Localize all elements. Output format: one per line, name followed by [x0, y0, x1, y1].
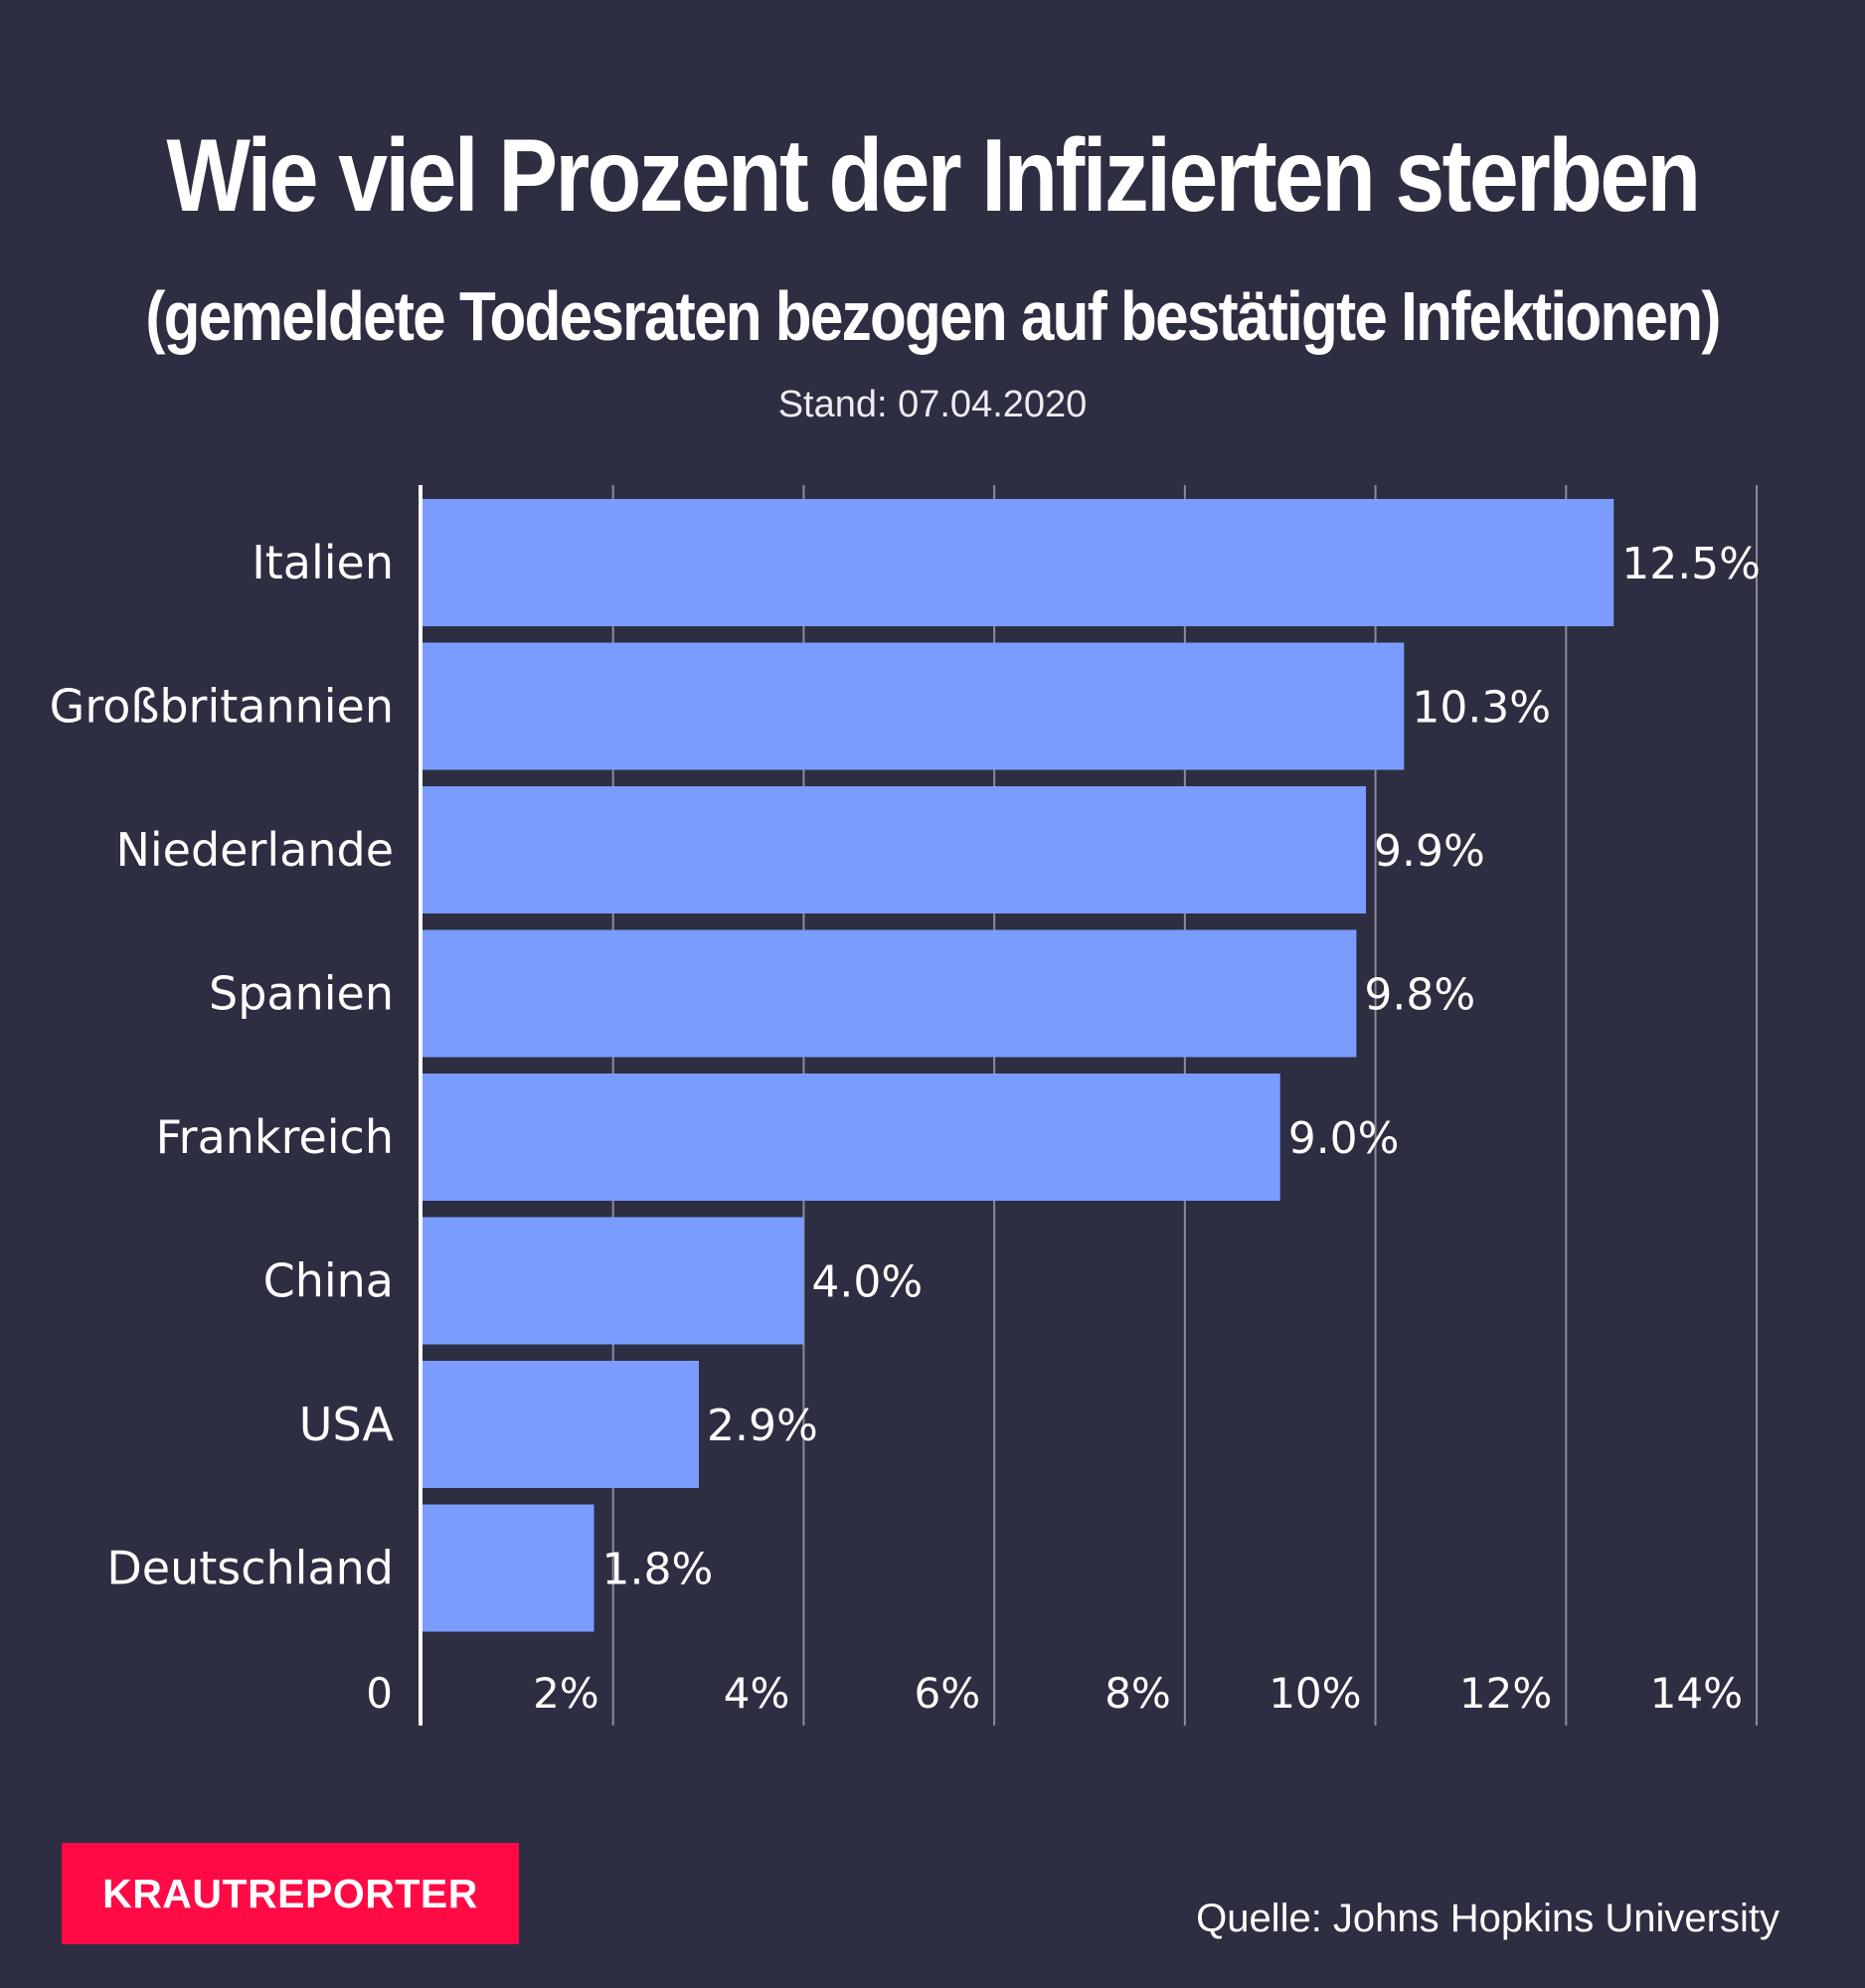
- bars: [423, 499, 1614, 1632]
- x-tick-label: 6%: [915, 1669, 981, 1718]
- value-label: 9.8%: [1364, 970, 1475, 1021]
- category-label: Deutschland: [106, 1542, 394, 1595]
- category-label: Niederlande: [115, 823, 394, 877]
- category-label: Frankreich: [156, 1110, 394, 1164]
- bar: [423, 1504, 594, 1632]
- bar: [423, 786, 1366, 913]
- value-label: 12.5%: [1621, 539, 1761, 589]
- bar: [423, 642, 1405, 770]
- value-label: 9.9%: [1374, 826, 1485, 877]
- date-line: Stand: 07.04.2020: [777, 384, 1088, 425]
- bar: [423, 1074, 1280, 1201]
- x-tick-label: 4%: [724, 1669, 790, 1718]
- bar: [423, 1361, 699, 1488]
- x-tick-label: 12%: [1459, 1669, 1552, 1718]
- brand-logo: KRAUTREPORTER: [62, 1843, 519, 1944]
- bar: [423, 499, 1614, 626]
- x-tick-label: 8%: [1104, 1669, 1171, 1718]
- labels: 0 2% 4% 6% 8% 10% 12% 14% Italien 12.5% Großbritan…: [50, 536, 1761, 1718]
- source-note: Quelle: Johns Hopkins University: [1196, 1897, 1780, 1940]
- x-tick-label: 0: [366, 1669, 393, 1718]
- category-label: Großbritannien: [50, 680, 394, 734]
- bar: [423, 929, 1357, 1058]
- value-label: 1.8%: [602, 1545, 714, 1595]
- value-label: 9.0%: [1288, 1113, 1400, 1164]
- x-tick-label: 14%: [1650, 1669, 1743, 1718]
- category-label: USA: [299, 1398, 395, 1451]
- value-label: 2.9%: [707, 1401, 818, 1451]
- value-label: 10.3%: [1412, 683, 1551, 734]
- bar-chart: 0 2% 4% 6% 8% 10% 12% 14% Italien 12.5% Großbritan…: [50, 485, 1761, 1726]
- x-tick-label: 10%: [1269, 1669, 1361, 1718]
- chart-subtitle: (gemeldete Todesraten bezogen auf bestät…: [145, 277, 1721, 355]
- category-label: China: [263, 1254, 394, 1308]
- bar: [423, 1217, 804, 1345]
- category-label: Spanien: [209, 967, 394, 1021]
- chart-title: Wie viel Prozent der Infizierten sterben: [166, 118, 1701, 234]
- value-label: 4.0%: [811, 1257, 923, 1308]
- category-label: Italien: [252, 536, 394, 589]
- x-tick-label: 2%: [533, 1669, 599, 1718]
